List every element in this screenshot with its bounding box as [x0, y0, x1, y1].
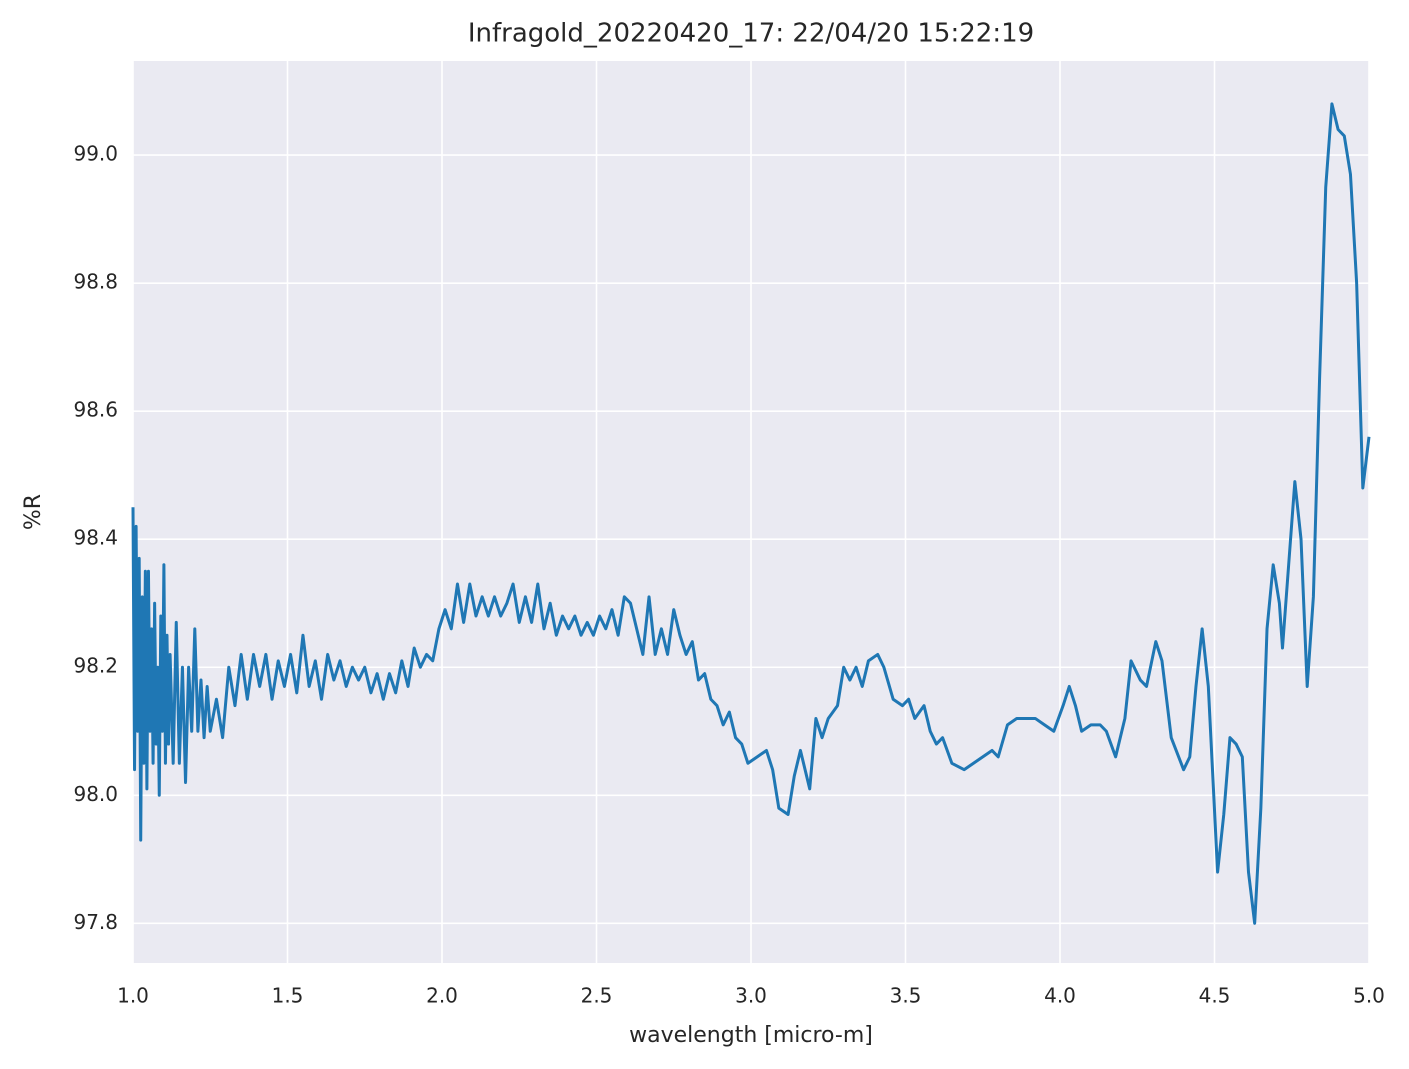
x-tick-label: 2.5 [581, 984, 613, 1008]
y-axis-label: %R [21, 494, 46, 530]
x-tick-label: 1.5 [272, 984, 304, 1008]
y-tick-label: 98.6 [73, 398, 118, 422]
y-tick-label: 99.0 [73, 142, 118, 166]
chart-title: Infragold_20220420_17: 22/04/20 15:22:19 [468, 19, 1034, 49]
x-tick-label: 5.0 [1353, 984, 1385, 1008]
x-tick-label: 1.0 [117, 984, 149, 1008]
x-tick-label: 2.0 [426, 984, 458, 1008]
y-tick-label: 98.8 [73, 270, 118, 294]
y-tick-label: 98.2 [73, 654, 118, 678]
x-tick-label: 4.5 [1199, 984, 1231, 1008]
x-axis-label: wavelength [micro-m] [629, 1023, 873, 1048]
x-tick-label: 4.0 [1044, 984, 1076, 1008]
y-tick-label: 97.8 [73, 910, 118, 934]
y-tick-label: 98.0 [73, 782, 118, 806]
y-tick-label: 98.4 [73, 526, 118, 550]
x-tick-label: 3.5 [890, 984, 922, 1008]
x-tick-label: 3.0 [735, 984, 767, 1008]
data-line [131, 102, 1371, 925]
